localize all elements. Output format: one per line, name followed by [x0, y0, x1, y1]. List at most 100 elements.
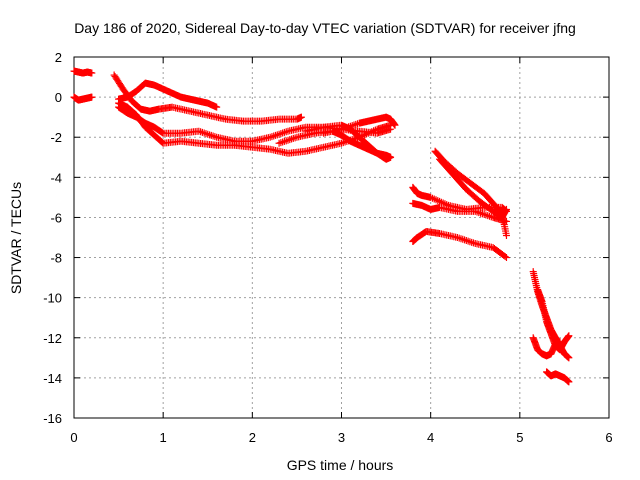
x-tick-label: 2 — [249, 430, 256, 445]
data-point — [279, 138, 287, 146]
data-point — [502, 254, 510, 262]
data-point — [280, 137, 288, 145]
y-tick-label: -8 — [50, 251, 62, 266]
x-tick-label: 1 — [160, 430, 167, 445]
data-point — [88, 69, 96, 77]
data-point — [277, 139, 285, 147]
x-tick-label: 5 — [516, 430, 523, 445]
data-point — [387, 125, 395, 133]
data-point — [207, 131, 215, 139]
series-track-r — [543, 368, 573, 386]
data-point — [288, 135, 296, 143]
series-track-q — [529, 334, 564, 360]
data-point — [289, 134, 297, 142]
data-point — [338, 139, 345, 147]
data-point — [272, 131, 280, 139]
data-point — [391, 121, 399, 129]
series-track-i — [320, 113, 399, 137]
data-point — [206, 131, 214, 139]
data-point — [477, 209, 485, 217]
data-point — [484, 212, 492, 220]
data-point — [482, 211, 490, 219]
data-point — [461, 236, 469, 244]
data-point — [455, 234, 463, 242]
y-tick-label: -6 — [50, 210, 62, 225]
data-point — [197, 128, 205, 136]
data-point — [280, 128, 288, 136]
x-tick-label: 6 — [605, 430, 612, 445]
data-point — [209, 132, 217, 140]
data-point — [204, 130, 212, 138]
data-point — [462, 237, 470, 245]
series-track-c — [110, 71, 305, 125]
data-point — [478, 210, 486, 218]
chart-title: Day 186 of 2020, Sidereal Day-to-day VTE… — [74, 20, 576, 36]
series-track-p — [534, 286, 573, 354]
data-point — [469, 239, 477, 247]
data-point — [202, 130, 210, 138]
data-point — [200, 129, 208, 137]
y-tick-label: -16 — [43, 411, 62, 426]
x-tick-label: 4 — [427, 430, 434, 445]
x-axis-title: GPS time / hours — [287, 457, 394, 473]
y-tick-labels: -16 -14 -12 -10 -8 -6 -4 -2 0 2 — [43, 50, 62, 426]
grid — [74, 57, 609, 418]
series-track-b — [70, 93, 96, 104]
x-tick-label: 3 — [338, 430, 345, 445]
data-point — [282, 128, 290, 136]
data-point — [468, 238, 476, 246]
axis-ticks — [73, 56, 610, 419]
y-tick-label: -10 — [43, 291, 62, 306]
data-point — [473, 208, 481, 216]
data-point — [352, 120, 360, 128]
y-tick-label: -4 — [50, 170, 62, 185]
series-track-n — [436, 155, 510, 221]
series-track-l — [409, 227, 510, 262]
y-tick-label: 2 — [55, 50, 62, 65]
data-point — [88, 93, 96, 101]
data-point — [284, 136, 292, 144]
data-point — [565, 378, 573, 386]
y-tick-label: -2 — [50, 130, 62, 145]
data-point — [457, 235, 465, 243]
data-point — [213, 103, 221, 111]
x-tick-labels: 0 1 2 3 4 5 6 — [70, 430, 612, 445]
y-tick-label: -14 — [43, 371, 62, 386]
data-point — [275, 139, 283, 147]
data-point — [466, 238, 474, 246]
y-tick-label: -12 — [43, 331, 62, 346]
data-point — [565, 354, 573, 362]
data-point — [266, 133, 274, 141]
data-point — [291, 134, 299, 142]
data-point — [270, 132, 278, 140]
data-point — [556, 338, 564, 346]
y-axis-title: SDTVAR / TECUs — [8, 182, 24, 294]
y-tick-label: 0 — [55, 90, 62, 105]
x-tick-label: 0 — [70, 430, 77, 445]
data-point — [501, 253, 509, 261]
data-point — [502, 205, 510, 213]
data-point — [297, 113, 305, 121]
data-point — [279, 129, 287, 137]
data-point — [211, 133, 219, 141]
data-point — [268, 133, 276, 141]
data-point — [453, 234, 461, 241]
data-point — [286, 136, 294, 144]
data-point — [480, 210, 488, 218]
data-point — [565, 332, 573, 340]
data-point — [475, 209, 483, 217]
data-point — [195, 127, 203, 135]
data-point — [282, 137, 290, 145]
data-point — [459, 235, 467, 243]
series-track-a — [70, 67, 96, 77]
data-point — [275, 130, 283, 138]
data-point — [387, 153, 395, 161]
data-point — [464, 237, 472, 245]
data-point — [502, 231, 510, 239]
data-point — [277, 130, 285, 138]
data-point — [198, 128, 206, 136]
series-track-k — [409, 199, 510, 225]
series-track-e — [115, 79, 221, 111]
data-points — [70, 67, 573, 386]
